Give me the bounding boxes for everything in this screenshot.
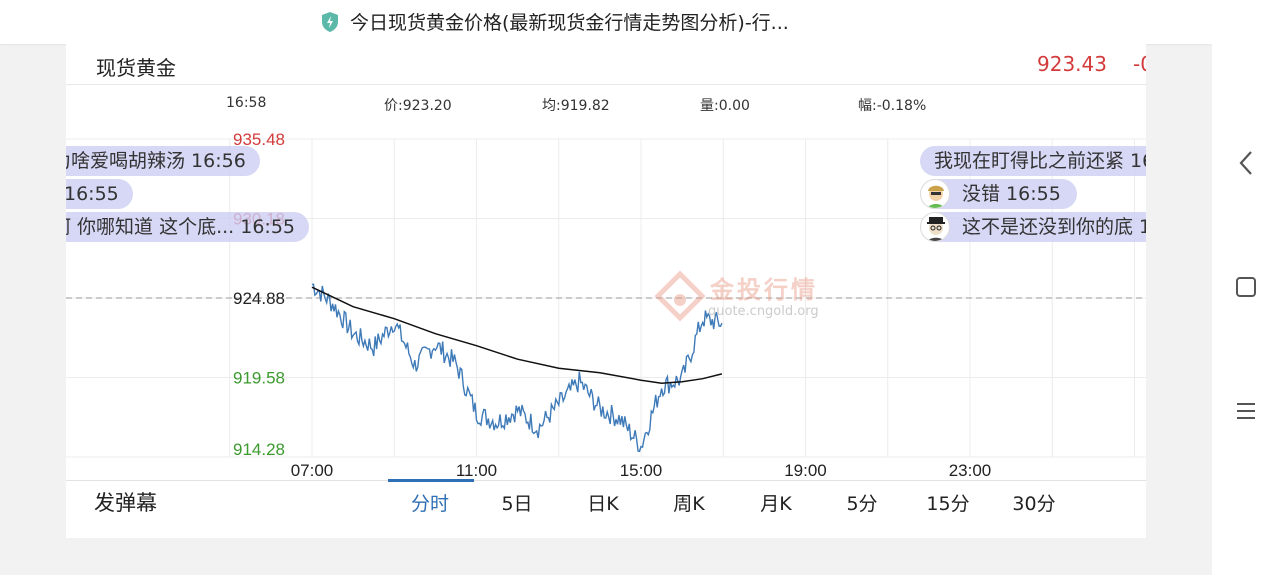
- y-tick-label: 919.58: [233, 369, 285, 388]
- menu-icon[interactable]: [1231, 396, 1261, 426]
- tab-5day[interactable]: 5日: [501, 493, 533, 515]
- watermark-logo-icon: [654, 270, 706, 322]
- danmu-bubble[interactable]: 我现在盯得比之前还紧 16:56: [920, 146, 1146, 176]
- tab-5min[interactable]: 5分: [846, 493, 878, 515]
- quote-price: 923.43: [1037, 52, 1107, 76]
- browser-title-bar: 今日现货黄金价格(最新现货金行情走势图分析)-行...: [0, 0, 1212, 44]
- danmu-text: 阿 你哪知道 这个底... 16:55: [66, 216, 295, 238]
- tab-day-k[interactable]: 日K: [587, 493, 619, 515]
- y-tick-label: 924.88: [233, 289, 285, 308]
- stat-time: 16:58: [226, 95, 267, 111]
- danmu-text: 我现在盯得比之前还紧 16:56: [934, 150, 1146, 172]
- x-tick-label: 23:00: [949, 461, 992, 480]
- danmu-text: 这不是还没到你的底 16:55: [962, 216, 1146, 238]
- active-tab-indicator: [388, 479, 474, 482]
- x-tick-label: 07:00: [291, 461, 334, 480]
- tab-15min[interactable]: 15分: [926, 493, 970, 515]
- x-tick-label: 19:00: [784, 461, 827, 480]
- page-title-wrap[interactable]: 今日现货黄金价格(最新现货金行情走势图分析)-行...: [320, 8, 789, 35]
- danmu-text: 16:55: [66, 183, 119, 205]
- system-nav-bar: [1212, 0, 1280, 575]
- home-icon[interactable]: [1231, 272, 1261, 302]
- tab-month-k[interactable]: 月K: [760, 493, 792, 515]
- danmu-bubble[interactable]: 这不是还没到你的底 16:55: [920, 212, 1146, 242]
- quote-change: -0.18%: [1133, 52, 1146, 76]
- danmu-text: 为啥爱喝胡辣汤 16:56: [66, 150, 246, 172]
- quote-name: 现货黄金: [96, 56, 176, 80]
- avatar: [920, 212, 950, 242]
- price-series-line: [311, 283, 723, 453]
- danmu-bubble[interactable]: 16:55: [66, 179, 133, 209]
- shield-icon: [322, 11, 338, 32]
- page-title: 今日现货黄金价格(最新现货金行情走势图分析)-行...: [350, 12, 789, 34]
- stat-avg: 均:919.82: [542, 98, 610, 114]
- tabbar-divider: [66, 480, 1146, 481]
- tab-30min[interactable]: 30分: [1012, 493, 1056, 515]
- back-icon[interactable]: [1231, 148, 1261, 178]
- danmu-text: 没错 16:55: [962, 183, 1061, 205]
- y-tick-label: 914.28: [233, 440, 285, 459]
- tab-fenshi[interactable]: 分时: [410, 493, 450, 515]
- watermark-name: 金投行情: [710, 276, 818, 304]
- stat-volume: 量:0.00: [700, 98, 750, 114]
- stat-amplitude: 幅:-0.18%: [858, 98, 927, 114]
- avg-series-line: [311, 286, 723, 384]
- x-tick-label: 11:00: [456, 461, 497, 480]
- x-tick-label: 15:00: [620, 461, 663, 480]
- avatar: [920, 179, 950, 209]
- send-danmu-button[interactable]: 发弹幕: [94, 491, 157, 515]
- avatar-icon: [927, 185, 945, 208]
- avatar-icon: [927, 217, 945, 241]
- danmu-bubble[interactable]: 阿 你哪知道 这个底... 16:55: [66, 212, 309, 242]
- danmu-bubble[interactable]: 为啥爱喝胡辣汤 16:56: [66, 146, 260, 176]
- watermark-url: quote.cngold.org: [708, 304, 819, 319]
- y-tick-label: 935.48: [233, 130, 285, 149]
- quote-panel: 现货黄金 923.43 -0.18% 16:58 价:923.20 均:919.…: [66, 44, 1146, 538]
- x-axis-labels: 07:00 11:00 15:00 19:00 23:00: [291, 461, 992, 480]
- tab-week-k[interactable]: 周K: [673, 493, 705, 515]
- stat-price: 价:923.20: [384, 98, 452, 114]
- header-divider: [66, 84, 1146, 85]
